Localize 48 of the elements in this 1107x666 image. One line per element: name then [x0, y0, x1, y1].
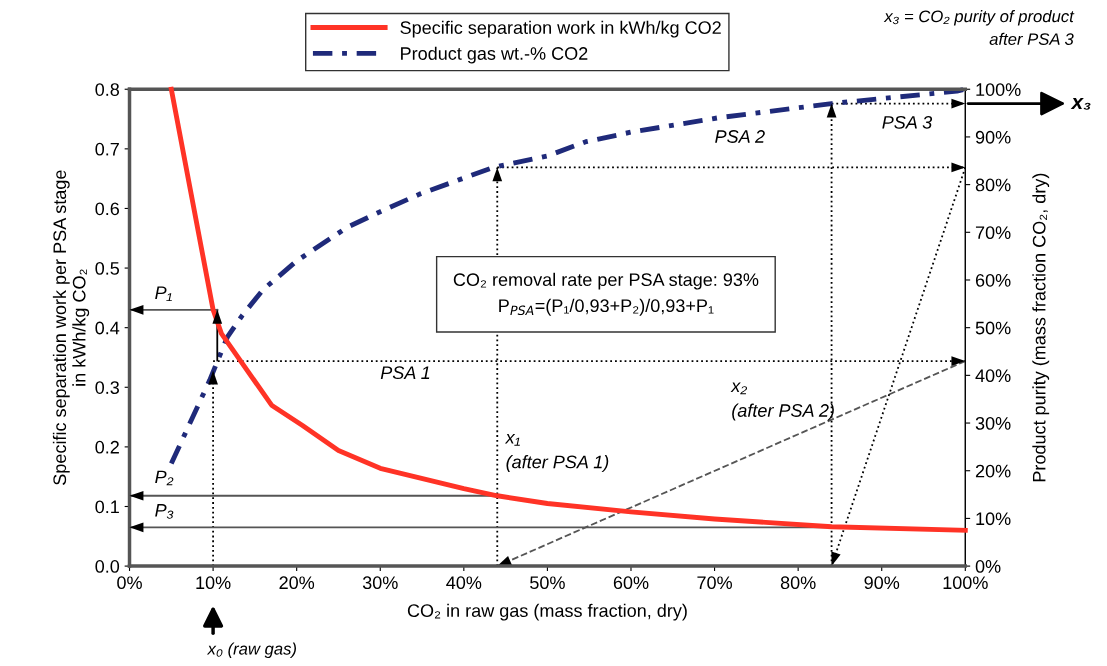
y2-tick-label: 40%: [975, 369, 1011, 383]
annotation: P₂: [155, 470, 174, 486]
annotation: PSA 1: [380, 366, 430, 380]
x-tick-label: 10%: [196, 576, 231, 590]
x-tick-label: 60%: [613, 576, 649, 590]
annotation: x₁ (after PSA 1): [504, 433, 609, 472]
y-tick-label: 0.3: [95, 381, 120, 394]
annotation: x₂ (after PSA 2): [730, 382, 834, 421]
x-tick-label: 30%: [362, 576, 398, 590]
annotation: PSA 2: [715, 130, 765, 143]
y-tick-label: 0.4: [95, 321, 120, 335]
x-tick-label: 0%: [117, 576, 142, 590]
x-tick-label: 40%: [446, 576, 482, 590]
x-tick-label: 50%: [530, 576, 565, 590]
y2-tick-label: 90%: [975, 130, 1011, 144]
y-tick-label: 0.6: [95, 202, 120, 216]
x-tick-label: 100%: [943, 576, 988, 590]
x-axis-title: CO₂ in raw gas (mass fraction, dry): [407, 603, 687, 621]
y2-tick-label: 10%: [976, 512, 1011, 526]
x-tick-label: 80%: [780, 576, 816, 590]
y2-tick-label: 70%: [975, 226, 1011, 240]
y2-tick-label: 80%: [975, 178, 1011, 192]
y-tick-label: 0.1: [95, 500, 119, 514]
x-tick-label: 90%: [864, 576, 900, 590]
y-tick-label: 0.5: [95, 262, 120, 275]
legend-label: Product gas wt.-% CO2: [401, 46, 588, 64]
x-tick-label: 20%: [279, 576, 315, 590]
x-tick-label: 70%: [697, 576, 732, 590]
text: x₃: [1070, 97, 1091, 110]
annotation: P₃: [155, 504, 174, 519]
y2-tick-label: 0%: [975, 560, 1001, 573]
legend-label: Specific separation work in kWh/kg CO2: [400, 20, 721, 38]
y2-tick-label: 60%: [975, 273, 1011, 287]
text: x₃ = CO₂ purity of product after PSA 3: [883, 9, 1075, 46]
y-tick-label: 0.8: [95, 83, 120, 96]
y-tick-label: 0.7: [95, 142, 119, 156]
y-tick-label: 0.0: [95, 560, 120, 573]
y2-tick-label: 100%: [976, 83, 1021, 96]
annotation: P₁: [155, 286, 172, 302]
y2-tick-label: 50%: [975, 321, 1011, 335]
y-tick-label: 0.2: [95, 440, 119, 454]
y2-tick-label: 30%: [975, 416, 1011, 430]
y2-axis-title: Product purity (mass fraction CO₂, dry): [1032, 173, 1050, 482]
text: x₀ (raw gas): [206, 642, 297, 659]
annotation: PSA 3: [882, 115, 933, 129]
y2-tick-label: 20%: [975, 464, 1011, 478]
y-axis-title: Specific separation work per PSA stage in kWh/kg CO₂: [52, 170, 90, 485]
annotation: CO₂ removal rate per PSA stage: 93% P$_{PSA}$=(P₁/0,93+P₂)/0,93+P₁: [453, 272, 759, 316]
